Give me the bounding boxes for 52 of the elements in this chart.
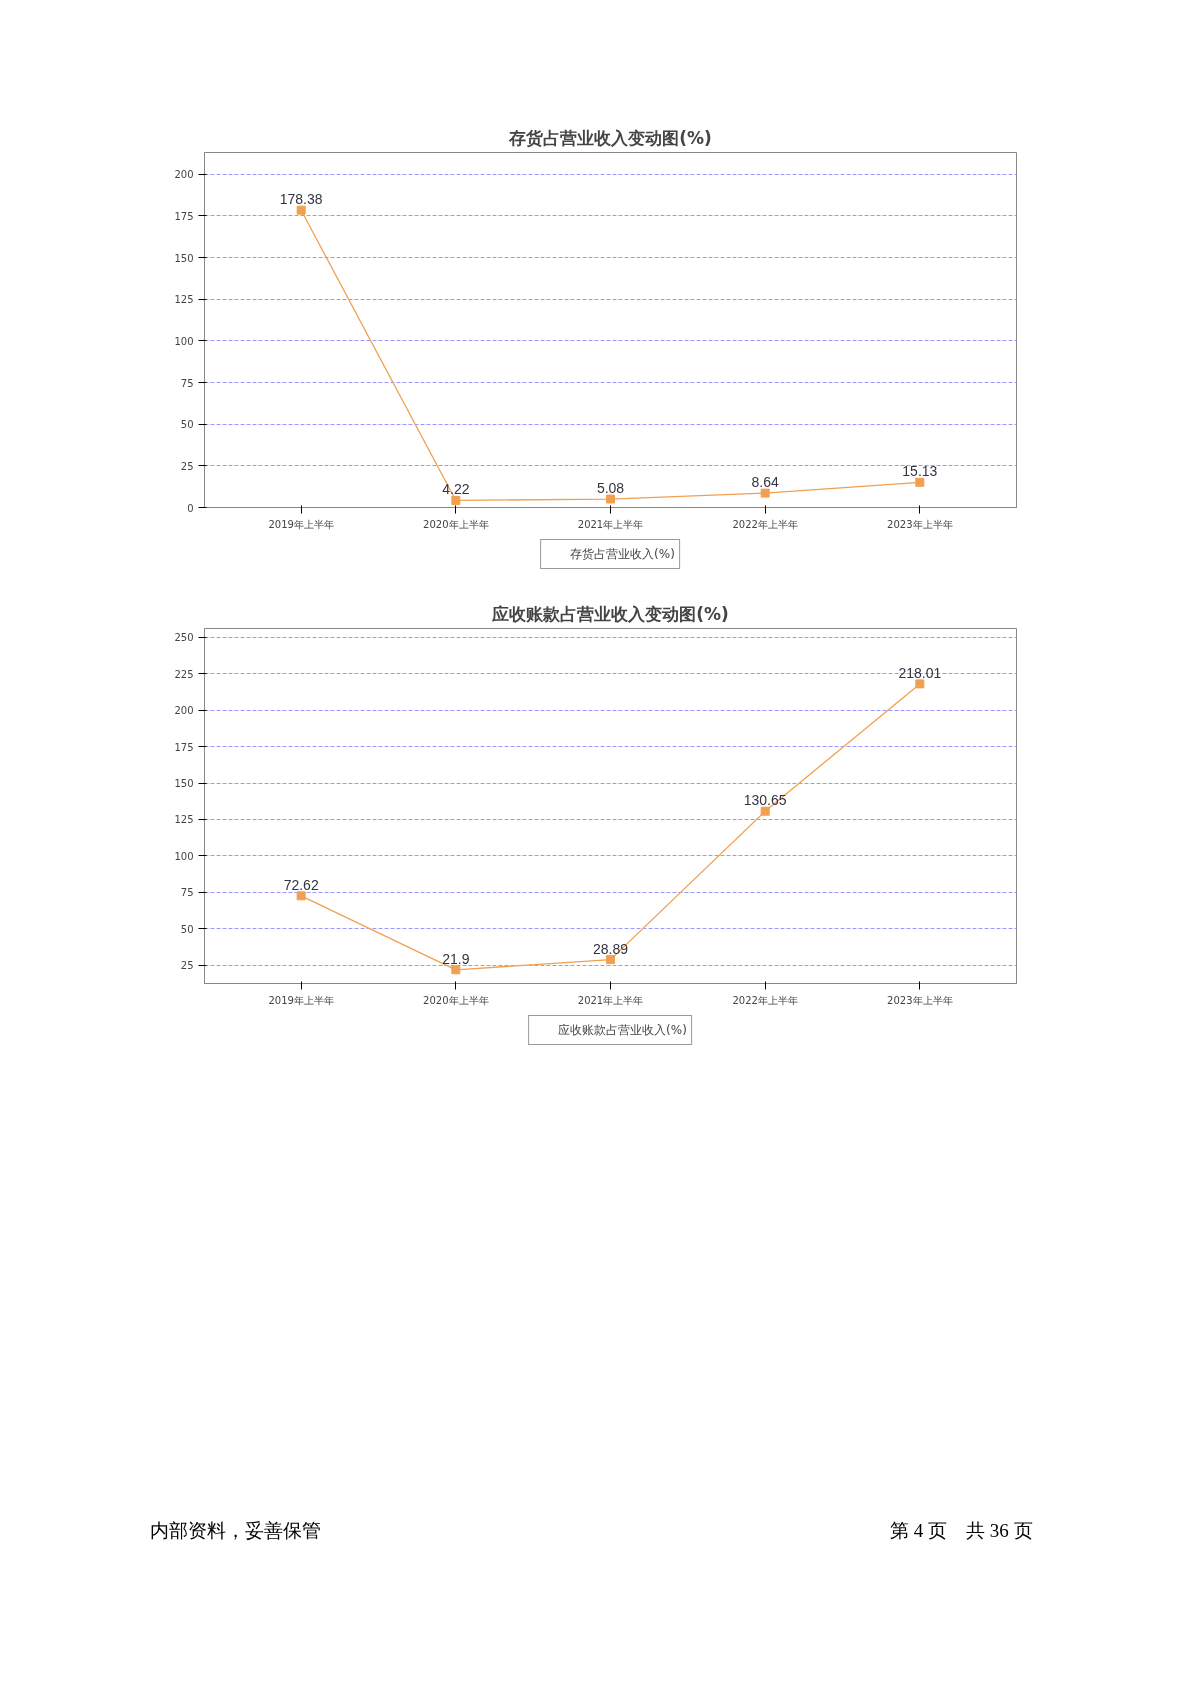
- data-label: 5.08: [596, 480, 625, 497]
- x-tick-label: 2023年上半年: [887, 518, 953, 530]
- y-tick-label: 25: [180, 960, 194, 972]
- x-tick-label: 2019年上半年: [268, 994, 334, 1006]
- y-tick-label: 0: [187, 502, 194, 514]
- text: 第 4 页 共 36 页: [890, 1519, 1033, 1543]
- y-tick-label: 50: [180, 923, 194, 935]
- y-tick-label: 250: [174, 632, 194, 644]
- chart-title: 存货占营业收入变动图(%): [508, 127, 712, 148]
- text: 应收账款占营业收入(%): [558, 1021, 687, 1039]
- point: [296, 205, 306, 215]
- point: [451, 495, 461, 505]
- data-label: 15.13: [902, 463, 938, 480]
- x-tick-label: 2019年上半年: [268, 518, 334, 530]
- y-tick-label: 150: [174, 778, 194, 790]
- data-label: 72.62: [283, 876, 319, 893]
- x-tick-label: 2020年上半年: [423, 518, 489, 530]
- data-label: 218.01: [898, 664, 942, 681]
- point: [606, 955, 615, 965]
- data-label: 21.9: [442, 950, 470, 967]
- y-tick-label: 75: [180, 377, 194, 389]
- y-tick-label: 75: [180, 887, 194, 899]
- point: [760, 806, 770, 816]
- y-tick-label: 125: [174, 814, 194, 826]
- point: [915, 679, 925, 689]
- x-tick-label: 2023年上半年: [887, 994, 953, 1006]
- text: 内部资料，妥善保管: [150, 1519, 321, 1543]
- y-tick-label: 150: [174, 252, 194, 264]
- x-tick-label: 2020年上半年: [423, 994, 489, 1006]
- data-label: 178.38: [279, 191, 323, 208]
- y-tick-label: 175: [174, 210, 194, 222]
- y-tick-label: 50: [180, 419, 194, 431]
- x-tick-label: 2022年上半年: [732, 518, 798, 530]
- y-tick-label: 200: [174, 705, 194, 717]
- y-tick-label: 125: [174, 294, 194, 306]
- y-tick-label: 225: [174, 668, 194, 680]
- y-tick-label: 100: [174, 850, 194, 862]
- x-tick-label: 2022年上半年: [732, 994, 798, 1006]
- point: [296, 891, 306, 901]
- point: [451, 965, 461, 975]
- x-tick-label: 2021年上半年: [577, 994, 644, 1006]
- point: [915, 477, 925, 487]
- chart-title: 应收账款占营业收入变动图(%): [491, 603, 729, 624]
- y-tick-label: 200: [174, 169, 194, 181]
- x-tick-label: 2021年上半年: [577, 518, 644, 530]
- text: 存货占营业收入(%): [570, 545, 675, 563]
- point: [760, 488, 770, 498]
- y-tick-label: 25: [180, 460, 194, 472]
- y-tick-label: 175: [174, 741, 194, 753]
- point: [606, 494, 615, 504]
- y-tick-label: 100: [174, 335, 194, 347]
- data-label: 8.64: [751, 474, 779, 491]
